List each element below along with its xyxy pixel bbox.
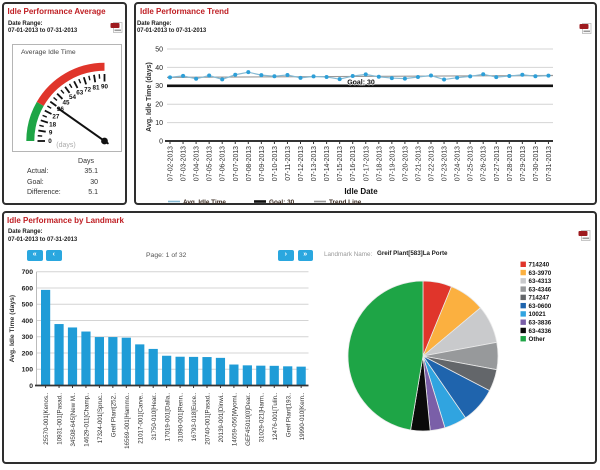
svg-text:19990-010[Kern..: 19990-010[Kern.. — [299, 392, 306, 440]
svg-text:63-4336: 63-4336 — [529, 328, 552, 335]
svg-text:Greif Plant[252..: Greif Plant[252.. — [110, 392, 117, 437]
svg-text:07-17-2013: 07-17-2013 — [363, 146, 370, 181]
svg-text:07-20-2013: 07-20-2013 — [402, 146, 409, 181]
svg-text:07-18-2013: 07-18-2013 — [376, 146, 383, 181]
svg-text:10021: 10021 — [529, 311, 547, 318]
svg-text:07-28-2013: 07-28-2013 — [507, 146, 514, 181]
svg-text:54: 54 — [69, 94, 77, 101]
svg-text:18: 18 — [49, 121, 57, 128]
svg-text:07-09-2013: 07-09-2013 — [259, 146, 266, 181]
svg-text:07-14-2013: 07-14-2013 — [324, 146, 331, 181]
svg-text:07-06-2013: 07-06-2013 — [220, 146, 227, 181]
svg-text:07-08-2013: 07-08-2013 — [246, 146, 253, 181]
svg-text:27: 27 — [52, 113, 60, 120]
svg-text:17324-001[Spruc..: 17324-001[Spruc.. — [97, 392, 104, 443]
svg-text:20740-001[Pasad..: 20740-001[Pasad.. — [205, 392, 212, 445]
svg-text:14629-011[Champ..: 14629-011[Champ.. — [84, 392, 91, 447]
svg-text:07-11-2013: 07-11-2013 — [285, 146, 292, 181]
svg-text:31029-021[Harm..: 31029-021[Harm.. — [258, 392, 265, 442]
svg-text:300: 300 — [22, 334, 34, 341]
svg-text:07-03-2013: 07-03-2013 — [181, 146, 188, 181]
svg-text:07-16-2013: 07-16-2013 — [350, 146, 357, 181]
svg-text:07-13-2013: 07-13-2013 — [311, 146, 318, 181]
svg-text:9: 9 — [49, 130, 53, 137]
svg-text:63-3970: 63-3970 — [529, 270, 552, 277]
svg-text:50: 50 — [155, 46, 163, 53]
svg-text:200: 200 — [22, 350, 34, 357]
svg-text:63-4346: 63-4346 — [529, 286, 552, 293]
svg-text:07-07-2013: 07-07-2013 — [233, 146, 240, 181]
svg-text:30: 30 — [155, 83, 163, 90]
svg-text:10: 10 — [155, 120, 163, 127]
svg-text:63-3836: 63-3836 — [529, 319, 552, 326]
svg-text:12476-001[Tulin..: 12476-001[Tulin.. — [272, 392, 279, 440]
svg-text:GEF45010[0]Dear..: GEF45010[0]Dear.. — [245, 392, 252, 446]
svg-text:07-02-2013: 07-02-2013 — [168, 146, 175, 181]
svg-text:0: 0 — [48, 138, 52, 145]
svg-text:17019-001[Dalla..: 17019-001[Dalla.. — [164, 392, 171, 441]
svg-text:16569-001[Hammo..: 16569-001[Hammo.. — [124, 392, 131, 449]
svg-text:10931-001[Pasad..: 10931-001[Pasad.. — [57, 392, 64, 445]
svg-text:07-15-2013: 07-15-2013 — [337, 146, 344, 181]
svg-text:07-29-2013: 07-29-2013 — [520, 146, 527, 181]
svg-text:(days): (days) — [56, 142, 75, 149]
svg-text:07-19-2013: 07-19-2013 — [389, 146, 396, 181]
svg-text:Goal: 30: Goal: 30 — [269, 199, 295, 204]
svg-text:81: 81 — [92, 84, 100, 91]
svg-text:07-04-2013: 07-04-2013 — [194, 146, 201, 181]
svg-text:Goal: 30: Goal: 30 — [347, 79, 375, 86]
svg-text:Other: Other — [529, 336, 546, 343]
svg-text:07-23-2013: 07-23-2013 — [442, 146, 449, 181]
svg-text:Avg. Idle Time: Avg. Idle Time — [183, 199, 226, 204]
svg-text:714247: 714247 — [529, 295, 550, 302]
svg-text:16793-018[Euce..: 16793-018[Euce.. — [191, 392, 198, 441]
svg-text:0: 0 — [29, 383, 33, 390]
svg-text:Greif Plant[193..: Greif Plant[193.. — [285, 392, 292, 437]
svg-text:07-21-2013: 07-21-2013 — [415, 146, 422, 181]
svg-text:07-05-2013: 07-05-2013 — [207, 146, 214, 181]
svg-text:07-10-2013: 07-10-2013 — [272, 146, 279, 181]
svg-text:31750-010[Hear..: 31750-010[Hear.. — [151, 392, 158, 440]
svg-text:07-12-2013: 07-12-2013 — [298, 146, 305, 181]
svg-text:45: 45 — [62, 100, 70, 107]
svg-text:63-0600: 63-0600 — [529, 303, 552, 310]
svg-text:21017-001[Carve..: 21017-001[Carve.. — [137, 392, 144, 444]
svg-text:34508-645[New M..: 34508-645[New M.. — [70, 392, 77, 446]
svg-text:Trend Line: Trend Line — [329, 199, 362, 204]
svg-text:07-24-2013: 07-24-2013 — [455, 146, 462, 181]
svg-text:Avg. Idle Time (days): Avg. Idle Time (days) — [9, 295, 16, 363]
svg-text:400: 400 — [22, 318, 34, 325]
svg-text:Avg. Idle Time (days): Avg. Idle Time (days) — [146, 62, 153, 132]
svg-text:600: 600 — [22, 285, 34, 292]
svg-text:20: 20 — [155, 102, 163, 109]
svg-text:63: 63 — [76, 90, 84, 97]
svg-text:40: 40 — [155, 65, 163, 72]
svg-text:07-22-2013: 07-22-2013 — [429, 146, 436, 181]
svg-text:72: 72 — [84, 86, 92, 93]
svg-text:07-27-2013: 07-27-2013 — [494, 146, 501, 181]
svg-text:700: 700 — [22, 269, 34, 276]
svg-text:714240: 714240 — [529, 262, 550, 269]
svg-text:90: 90 — [101, 84, 109, 91]
svg-text:14659-056[Wyomi..: 14659-056[Wyomi.. — [232, 392, 239, 446]
svg-text:0: 0 — [159, 138, 163, 145]
svg-text:31090-001[Renn..: 31090-001[Renn.. — [178, 392, 185, 442]
svg-text:20139-001[Dinwi..: 20139-001[Dinwi.. — [218, 392, 225, 442]
svg-text:07-25-2013: 07-25-2013 — [468, 146, 475, 181]
svg-text:Idle Date: Idle Date — [344, 187, 378, 196]
svg-text:63-4313: 63-4313 — [529, 278, 552, 285]
svg-text:25570-001[Kenos..: 25570-001[Kenos.. — [43, 392, 50, 445]
svg-text:07-26-2013: 07-26-2013 — [481, 146, 488, 181]
svg-text:07-30-2013: 07-30-2013 — [533, 146, 540, 181]
svg-text:07-31-2013: 07-31-2013 — [546, 146, 553, 181]
svg-text:500: 500 — [22, 302, 34, 309]
svg-text:100: 100 — [22, 367, 34, 374]
